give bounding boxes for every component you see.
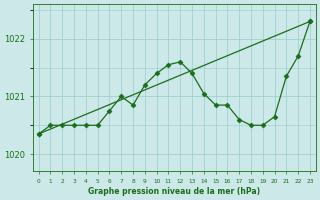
X-axis label: Graphe pression niveau de la mer (hPa): Graphe pression niveau de la mer (hPa) [88, 187, 260, 196]
